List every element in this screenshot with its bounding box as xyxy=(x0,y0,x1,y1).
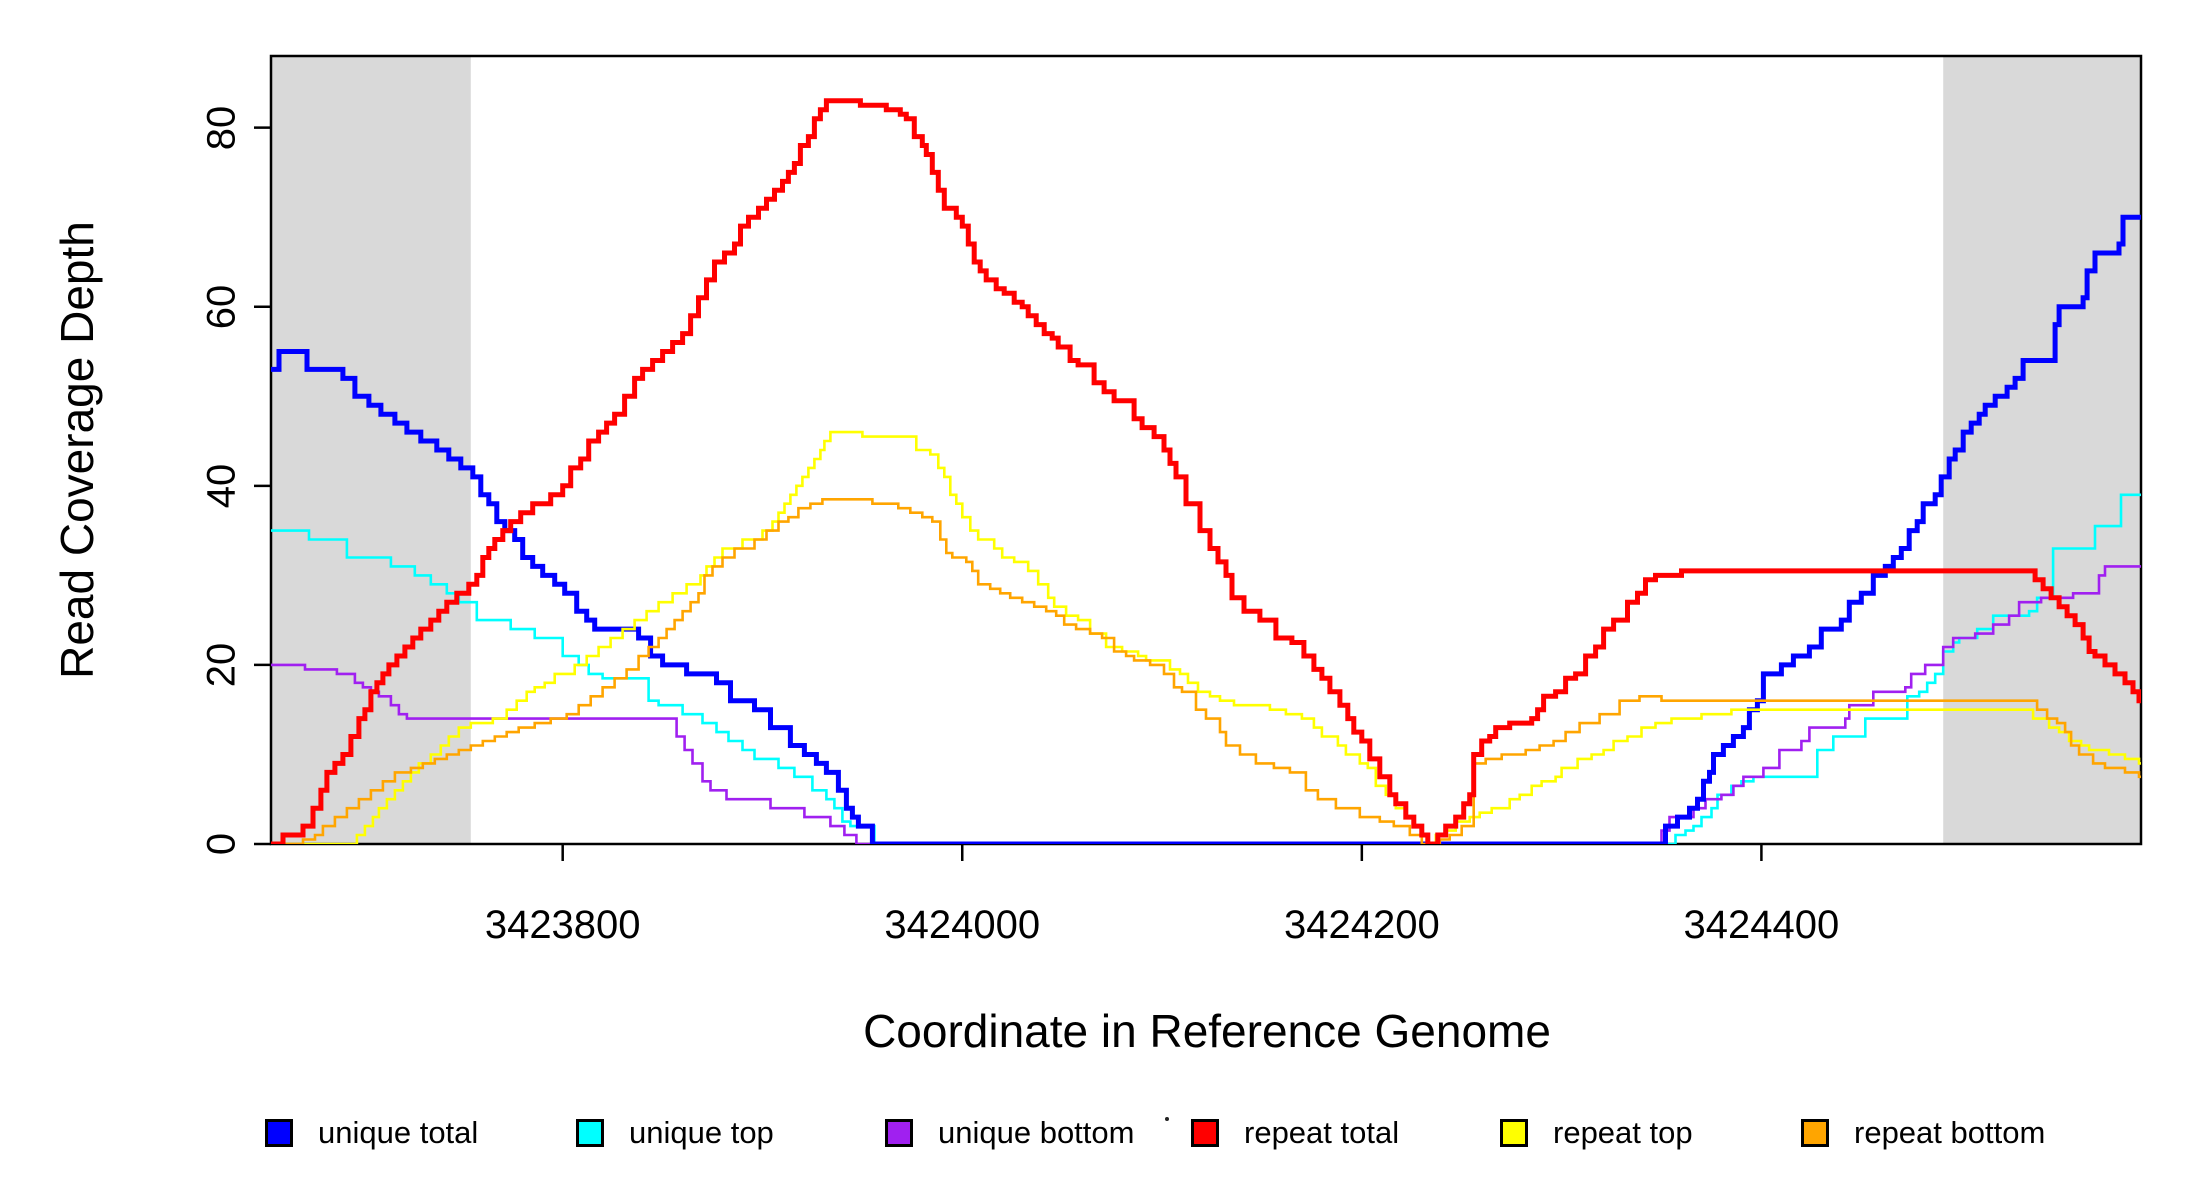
series-lines xyxy=(271,98,2141,844)
series-line-unique-bottom xyxy=(271,565,2141,844)
x-tick-label: 3424200 xyxy=(1283,903,1440,947)
legend-item-repeat-total: repeat total xyxy=(1191,1115,1400,1150)
x-tick-label: 3424000 xyxy=(884,903,1041,947)
legend-swatch-unique-top xyxy=(576,1119,604,1147)
legend-swatch-repeat-top xyxy=(1500,1119,1528,1147)
x-tick-label: 3424400 xyxy=(1683,903,1840,947)
legend-item-repeat-top: repeat top xyxy=(1500,1115,1693,1150)
legend-label: repeat top xyxy=(1553,1115,1693,1150)
plot-border xyxy=(269,54,2143,846)
series-line-repeat-bottom xyxy=(271,498,2141,844)
series-line-repeat-total xyxy=(271,98,2141,844)
legend-item-repeat-bottom: repeat bottom xyxy=(1801,1115,2046,1150)
right-shaded-region xyxy=(1943,56,2141,844)
y-tick-label: 20 xyxy=(199,642,244,688)
stray-dot xyxy=(1165,1117,1169,1121)
legend-swatch-repeat-total xyxy=(1191,1119,1219,1147)
series-line-unique-total xyxy=(271,214,2141,844)
legend-swatch-repeat-bottom xyxy=(1801,1119,1829,1147)
series-line-repeat-top xyxy=(271,430,2141,844)
y-tick-label: 40 xyxy=(199,463,244,509)
legend-label: unique total xyxy=(318,1115,479,1150)
y-tick-label: 80 xyxy=(199,105,244,150)
x-axis-title: Coordinate in Reference Genome xyxy=(863,1005,1551,1057)
legend-item-unique-bottom: unique bottom xyxy=(885,1115,1135,1150)
legend-label: unique bottom xyxy=(938,1115,1135,1150)
y-tick-label: 0 xyxy=(199,832,244,856)
y-tick-label: 60 xyxy=(199,284,244,329)
legend-item-unique-top: unique top xyxy=(576,1115,774,1150)
legend-label: repeat total xyxy=(1244,1115,1400,1150)
legend-label: unique top xyxy=(629,1115,774,1150)
series-line-unique-top xyxy=(271,493,2141,844)
legend-label: repeat bottom xyxy=(1854,1115,2046,1150)
legend-item-unique-total: unique total xyxy=(265,1115,479,1150)
x-tick-label: 3423800 xyxy=(484,903,641,947)
legend-swatch-unique-total xyxy=(265,1119,293,1147)
legend-swatch-unique-bottom xyxy=(885,1119,913,1147)
y-axis-title: Read Coverage Depth xyxy=(51,221,103,679)
